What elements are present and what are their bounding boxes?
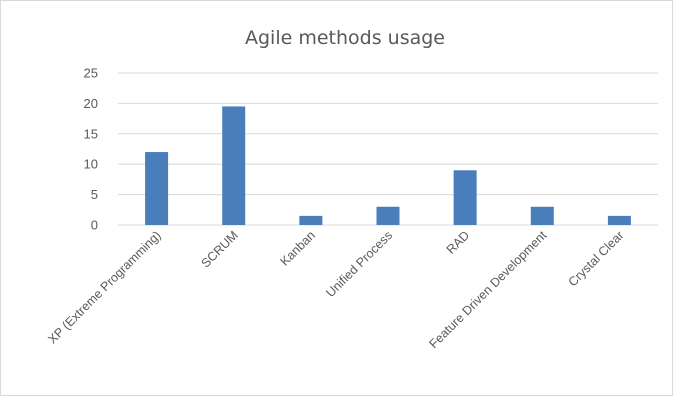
y-tick-label: 25 — [84, 66, 98, 81]
x-category-label: Unified Process — [323, 228, 395, 300]
chart-title: Agile methods usage — [245, 27, 445, 49]
bar — [530, 206, 554, 225]
gridlines — [118, 72, 658, 226]
y-tick-label: 15 — [84, 126, 98, 141]
x-category-label: Crystal Clear — [566, 228, 627, 289]
bar — [453, 170, 477, 225]
y-tick-label: 5 — [91, 187, 98, 202]
x-category-label: Kanban — [278, 228, 318, 268]
bars — [145, 106, 631, 225]
y-tick-label: 10 — [84, 157, 98, 172]
bar — [222, 106, 246, 225]
y-tick-label: 0 — [91, 218, 98, 233]
y-tick-label: 20 — [84, 96, 98, 111]
bar — [299, 215, 323, 225]
bar — [607, 215, 631, 225]
x-category-label: SCRUM — [199, 228, 241, 270]
bar — [145, 152, 169, 225]
x-category-label: RAD — [444, 228, 473, 257]
x-axis-labels: XP (Extreme Programming) SCRUM Kanban Unifi… — [45, 228, 626, 351]
x-category-label: XP (Extreme Programming) — [45, 228, 163, 346]
y-axis-ticks: 0 5 10 15 20 25 — [84, 66, 98, 233]
bar — [376, 206, 400, 225]
